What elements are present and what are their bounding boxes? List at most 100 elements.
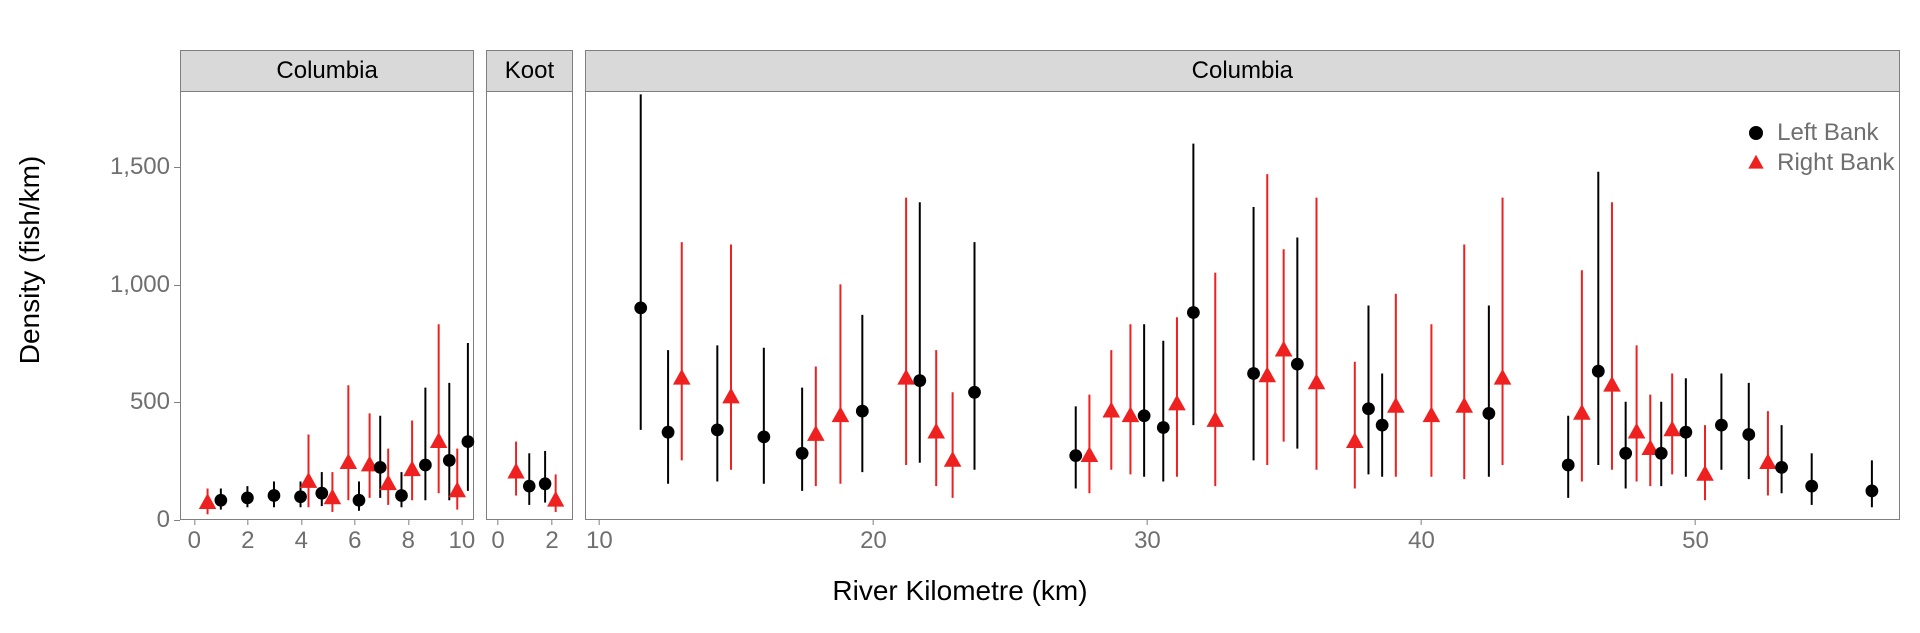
- point-left-bank: [395, 489, 408, 502]
- point-right-bank: [300, 472, 318, 488]
- x-tick-label: 20: [860, 519, 887, 555]
- point-right-bank: [1275, 341, 1293, 357]
- point-right-bank: [1493, 369, 1511, 385]
- legend-item: Left Bank: [1743, 118, 1894, 148]
- point-right-bank: [897, 369, 915, 385]
- point-right-bank: [1307, 374, 1325, 390]
- x-tick-label: 4: [295, 519, 308, 555]
- point-left-bank: [913, 374, 926, 387]
- point-left-bank: [443, 454, 456, 467]
- point-right-bank: [379, 474, 397, 490]
- x-axis-title: River Kilometre (km): [0, 575, 1920, 633]
- facet-panel: Columbia0246810: [180, 50, 474, 520]
- point-left-bank: [241, 491, 254, 504]
- point-left-bank: [1742, 428, 1755, 441]
- point-right-bank: [673, 369, 691, 385]
- point-right-bank: [430, 432, 448, 448]
- point-right-bank: [403, 460, 421, 476]
- point-right-bank: [807, 425, 825, 441]
- point-right-bank: [1206, 411, 1224, 427]
- point-left-bank: [968, 386, 981, 399]
- point-left-bank: [1592, 365, 1605, 378]
- point-right-bank: [1422, 406, 1440, 422]
- facet-strip-label: Columbia: [585, 50, 1900, 92]
- density-chart: Density (fish/km) 05001,0001,500 Columbi…: [0, 0, 1920, 633]
- point-left-bank: [1775, 461, 1788, 474]
- point-left-bank: [539, 477, 552, 490]
- x-axis-ticks: 10 20 30 40 50: [586, 519, 1899, 559]
- point-right-bank: [547, 491, 564, 507]
- x-tick-label: 40: [1408, 519, 1435, 555]
- point-left-bank: [353, 494, 366, 507]
- circle-icon: [1743, 124, 1769, 142]
- y-tick-label: 0: [70, 506, 170, 534]
- y-tick-label: 1,500: [70, 153, 170, 181]
- y-tick-label: 500: [70, 388, 170, 416]
- point-left-bank: [856, 405, 869, 418]
- x-tick-label: 2: [241, 519, 254, 555]
- legend-item: Right Bank: [1743, 148, 1894, 178]
- facet-panel: Koot02: [486, 50, 573, 520]
- plot-area: 02: [486, 92, 573, 520]
- triangle-icon: [1743, 154, 1769, 172]
- point-left-bank: [1865, 484, 1878, 497]
- x-tick-label: 2: [545, 519, 558, 555]
- y-tick-label: 1,000: [70, 271, 170, 299]
- point-right-bank: [1387, 397, 1405, 413]
- point-left-bank: [661, 426, 674, 439]
- facet-strip-label: Columbia: [180, 50, 474, 92]
- point-left-bank: [1187, 306, 1200, 319]
- point-right-bank: [944, 451, 962, 467]
- point-right-bank: [1603, 376, 1621, 392]
- point-left-bank: [419, 459, 432, 472]
- facet-strip-label: Koot: [486, 50, 573, 92]
- point-right-bank: [1696, 465, 1714, 481]
- point-right-bank: [1080, 446, 1098, 462]
- x-tick-label: 8: [402, 519, 415, 555]
- point-left-bank: [795, 447, 808, 460]
- x-tick-label: 6: [348, 519, 361, 555]
- point-right-bank: [831, 406, 849, 422]
- point-left-bank: [315, 487, 328, 500]
- x-tick-label: 10: [586, 519, 613, 555]
- point-right-bank: [1663, 420, 1681, 436]
- facet-panel: Columbia1020304050Left BankRight Bank: [585, 50, 1900, 520]
- point-left-bank: [1375, 419, 1388, 432]
- y-axis-ticks: 05001,0001,500: [60, 92, 180, 520]
- point-left-bank: [1247, 367, 1260, 380]
- point-left-bank: [1482, 407, 1495, 420]
- point-left-bank: [1362, 402, 1375, 415]
- point-left-bank: [1715, 419, 1728, 432]
- legend: Left BankRight Bank: [1743, 118, 1894, 178]
- point-right-bank: [508, 463, 525, 479]
- point-left-bank: [1562, 459, 1575, 472]
- x-axis-ticks: 02: [487, 519, 572, 559]
- point-left-bank: [294, 490, 307, 503]
- legend-label: Right Bank: [1777, 149, 1894, 177]
- point-left-bank: [462, 435, 475, 448]
- point-left-bank: [1291, 358, 1304, 371]
- point-right-bank: [1455, 397, 1473, 413]
- point-right-bank: [1759, 453, 1777, 469]
- point-right-bank: [1258, 366, 1276, 382]
- point-right-bank: [1628, 423, 1646, 439]
- x-tick-label: 30: [1134, 519, 1161, 555]
- plot-area: 1020304050Left BankRight Bank: [585, 92, 1900, 520]
- x-tick-label: 0: [188, 519, 201, 555]
- point-left-bank: [757, 430, 770, 443]
- point-right-bank: [1168, 395, 1186, 411]
- point-right-bank: [1121, 406, 1139, 422]
- x-tick-label: 0: [491, 519, 504, 555]
- x-axis-ticks: 0 2 4 6 8 10: [181, 519, 473, 559]
- point-left-bank: [1137, 409, 1150, 422]
- legend-label: Left Bank: [1777, 119, 1878, 147]
- point-right-bank: [722, 388, 740, 404]
- plot-area: 0246810: [180, 92, 474, 520]
- point-left-bank: [214, 494, 227, 507]
- point-left-bank: [1157, 421, 1170, 434]
- x-tick-label: 10: [448, 519, 475, 555]
- point-left-bank: [711, 423, 724, 436]
- point-left-bank: [1069, 449, 1082, 462]
- y-axis-title: Density (fish/km): [0, 0, 60, 520]
- x-tick-label: 50: [1682, 519, 1709, 555]
